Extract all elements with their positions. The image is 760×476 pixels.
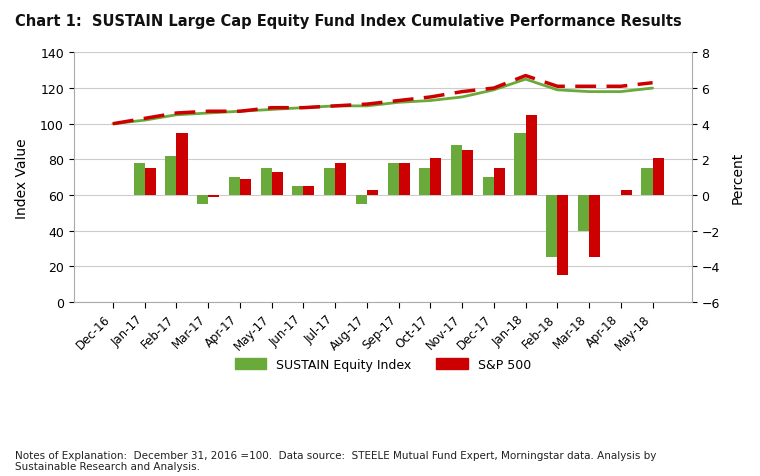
Bar (303, 187, 315, 196)
Bar (197, 196, 208, 205)
Bar (261, 169, 271, 196)
Bar (557, 196, 568, 276)
Bar (430, 158, 442, 196)
Bar (134, 164, 144, 196)
Bar (451, 146, 462, 196)
Y-axis label: Percent: Percent (731, 152, 745, 204)
Bar (515, 133, 526, 196)
Bar (494, 169, 505, 196)
Bar (144, 169, 156, 196)
Bar (589, 196, 600, 258)
Bar (399, 164, 410, 196)
Bar (388, 164, 399, 196)
Text: Notes of Explanation:  December 31, 2016 =100.  Data source:  STEELE Mutual Fund: Notes of Explanation: December 31, 2016 … (15, 450, 657, 471)
Bar (653, 158, 663, 196)
Bar (324, 169, 335, 196)
Bar (176, 133, 188, 196)
Bar (578, 196, 589, 231)
Bar (240, 179, 251, 196)
Bar (367, 190, 378, 196)
Bar (208, 196, 220, 198)
Bar (271, 172, 283, 196)
Bar (526, 116, 537, 196)
Bar (229, 178, 240, 196)
Y-axis label: Index Value: Index Value (15, 138, 29, 218)
Bar (641, 169, 653, 196)
Text: Chart 1:  SUSTAIN Large Cap Equity Fund Index Cumulative Performance Results: Chart 1: SUSTAIN Large Cap Equity Fund I… (15, 14, 682, 29)
Bar (293, 187, 303, 196)
Bar (483, 178, 494, 196)
Bar (335, 164, 347, 196)
Bar (546, 196, 557, 258)
Bar (462, 151, 473, 196)
Bar (621, 190, 632, 196)
Bar (420, 169, 430, 196)
Legend: SUSTAIN Equity Index, S&P 500: SUSTAIN Equity Index, S&P 500 (230, 353, 536, 376)
Bar (356, 196, 367, 205)
Bar (165, 157, 176, 196)
